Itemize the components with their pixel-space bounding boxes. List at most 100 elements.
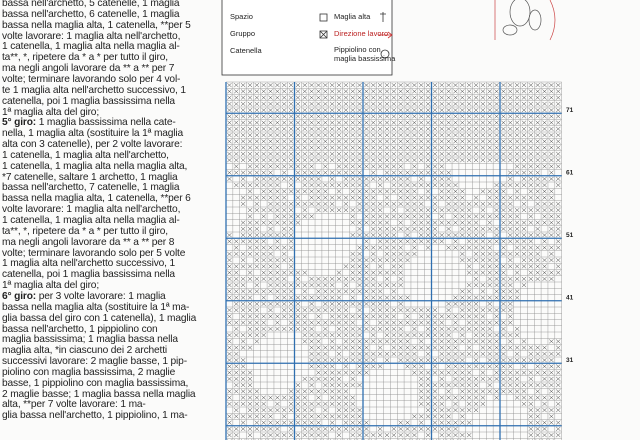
- text-line: bassa nell'archetto, 6 catenelle, 1 magl…: [2, 8, 180, 20]
- text-line: volte lavorare: 1 maglia alta nell'arche…: [2, 31, 180, 42]
- row-label: 31: [566, 357, 574, 364]
- text-line: 1 catenella, 1 maglia alta nella maglia …: [2, 215, 180, 226]
- text: glia bassa nell'archetto, 1 pippiolino, …: [2, 410, 188, 422]
- text-line: 1 catenella, 1 maglia alta nell'archetto…: [2, 150, 169, 161]
- text-line: maglia bassissima; 1 maglia bassa nella: [2, 334, 178, 345]
- text: maglia alta, *in ciascuno dei 2 archetti: [2, 345, 168, 357]
- text: *7 catenelle, saltare 1 archetto, 1 magl…: [2, 171, 178, 183]
- legend-label: Pippiolino con maglia bassissima: [334, 45, 396, 63]
- text-line: catenella, poi 1 maglia bassissima nella: [2, 269, 175, 280]
- text-line: *7 catenelle, saltare 1 archetto, 1 magl…: [2, 171, 178, 183]
- text: successivi lavorare: 2 maglie basse, 1 p…: [2, 356, 187, 368]
- text: alta con 3 catenelle), per 2 volte lavor…: [2, 139, 183, 151]
- top-right-diagram: [494, 0, 556, 41]
- legend-label: Spazio: [230, 12, 253, 21]
- text-line: 1ª maglia alta del giro;: [2, 280, 99, 291]
- round-label: 6° giro:: [2, 290, 37, 302]
- text: 2 maglie basse; 1 maglia bassa nella mag…: [2, 388, 196, 400]
- text-line: volte lavorare: 1 maglia alta nell'arche…: [2, 204, 180, 215]
- legend-box: [221, 0, 393, 76]
- text: maglia bassissima; 1 maglia bassa nella: [2, 334, 178, 346]
- text: ta**, *, ripetere da * a * per tutto il …: [2, 225, 168, 237]
- text: ma negli angoli lavorare da ** a ** per …: [2, 63, 175, 75]
- text-line: catenella, poi 1 maglia bassissima nella: [2, 96, 175, 107]
- legend-label: Direzione lavoro: [334, 29, 388, 38]
- text: bassa nella maglia alta, 1 catenella, **…: [2, 193, 191, 205]
- text-line: glia bassa nell'archetto, 1 pippiolino, …: [2, 410, 188, 422]
- text: ma negli angoli lavorare da ** a ** per …: [2, 236, 175, 248]
- text-line: bassa nell'archetto, 5 catenelle, 1 magl…: [2, 0, 180, 9]
- row-label: 61: [566, 170, 574, 177]
- text: ta**, *, ripetere da * a * per tutto il …: [2, 52, 168, 64]
- text: bassa nell'archetto, 5 catenelle, 1 magl…: [2, 0, 180, 9]
- text-line: maglia alta, *in ciascuno dei 2 archetti: [2, 345, 167, 356]
- text: 1 maglia bassissima nella cate-: [36, 117, 176, 129]
- legend-label: Catenella: [230, 46, 263, 55]
- text: bassa nell'archetto, 1 pippiolino con: [2, 323, 158, 335]
- text: volte; terminare lavorando solo per 4 vo…: [2, 73, 181, 85]
- text-line: 1ª maglia alta del giro;: [2, 107, 99, 118]
- text-line: ta**, *, ripetere da * a * per tutto il …: [2, 226, 168, 237]
- grid-lines: [226, 81, 562, 440]
- text: volte; terminare lavorando solo per 5 vo…: [2, 247, 186, 259]
- round-label: 5° giro:: [2, 117, 37, 129]
- text-line: 1 catenella, 1 maglia alta nella maglia …: [2, 41, 180, 52]
- text-line: piolino con maglia bassissima, 2 maglie: [2, 367, 175, 378]
- text-line: 1 catenella, 1 maglia alta nella maglia …: [2, 161, 187, 172]
- text-line: volte; terminare lavorando solo per 5 vo…: [2, 248, 185, 259]
- text: 1ª maglia alta del giro;: [2, 280, 100, 292]
- text-line: 2 maglie basse; 1 maglia bassa nella mag…: [2, 388, 196, 400]
- row-label: 51: [566, 232, 574, 239]
- text: catenella, poi 1 maglia bassissima nella: [2, 269, 175, 281]
- text: 1 catenella, 1 maglia alta nell'archetto…: [2, 149, 169, 161]
- text: 1 catenella, 1 maglia alta nella maglia …: [2, 215, 180, 226]
- crochet-grid: [225, 81, 562, 440]
- text: 1 catenella, 1 maglia alta nella maglia …: [2, 160, 188, 172]
- text: per 3 volte lavorare: 1 maglia: [36, 290, 166, 302]
- text: catenella, poi 1 maglia bassissima nella: [2, 95, 175, 107]
- text-line: ma negli angoli lavorare da ** a ** per …: [2, 63, 174, 74]
- text: bassa nell'archetto, 7 catenelle, 1 magl…: [2, 182, 180, 194]
- text-line: 5° giro: 1 maglia bassissima nella cate-: [2, 117, 176, 128]
- text-line: ma negli angoli lavorare da ** a ** per …: [2, 237, 174, 248]
- text-line: bassa nell'archetto, 1 pippiolino con: [2, 324, 158, 335]
- text: bassa nella maglia alta, 1 catenella, **…: [2, 19, 191, 31]
- text-line: bassa nell'archetto, 7 catenelle, 1 magl…: [2, 182, 180, 194]
- text-line: bassa nella maglia alta, 1 catenella, **…: [2, 193, 191, 204]
- legend-label: Gruppo: [230, 29, 255, 38]
- text: piolino con maglia bassissima, 2 maglie: [2, 366, 176, 378]
- text-line: te 1 maglia alta nell'archetto successiv…: [2, 85, 186, 96]
- text-line: nella, 1 maglia alta (sostituire la 1ª m…: [2, 128, 183, 139]
- text-line: successivi lavorare: 2 maglie basse, 1 p…: [2, 356, 187, 367]
- text: glia bassa del giro con 1 catenella), 1 …: [2, 312, 197, 324]
- text-line: ta**, *, ripetere da * a * per tutto il …: [2, 52, 168, 63]
- text: 1 maglia alta nell'archetto successivo, …: [2, 258, 176, 270]
- text-line: bassa nella maglia alta (sostituire la 1…: [2, 302, 189, 313]
- text: 1ª maglia alta del giro;: [2, 106, 100, 118]
- text-line: glia bassa del giro con 1 catenella), 1 …: [2, 313, 196, 324]
- text-line: bassa nella maglia alta, 1 catenella, **…: [2, 20, 191, 31]
- legend-symbols: [319, 12, 393, 59]
- text: volte lavorare: 1 maglia alta nell'arche…: [2, 30, 181, 42]
- text-line: basse, 1 pippiolino con maglia bassissim…: [2, 378, 188, 389]
- grid-major-lines: [225, 82, 562, 440]
- text: alta, **per 7 volte lavorare: 1 ma-: [2, 399, 146, 411]
- text: volte lavorare: 1 maglia alta nell'arche…: [2, 204, 181, 216]
- row-label: 41: [566, 295, 574, 302]
- text-line: volte; terminare lavorando solo per 4 vo…: [2, 74, 180, 85]
- legend-label: Maglia alta: [334, 12, 371, 21]
- text: basse, 1 pippiolino con maglia bassissim…: [2, 377, 189, 389]
- text-line: 6° giro: per 3 volte lavorare: 1 maglia: [2, 291, 166, 302]
- text-line: alta con 3 catenelle), per 2 volte lavor…: [2, 139, 182, 150]
- text: bassa nella maglia alta (sostituire la 1…: [2, 301, 190, 313]
- row-label: 71: [566, 107, 574, 114]
- text: 1 catenella, 1 maglia alta nella maglia …: [2, 41, 180, 53]
- text: bassa nell'archetto, 6 catenelle, 1 magl…: [2, 8, 180, 20]
- text: nella, 1 maglia alta (sostituire la 1ª m…: [2, 128, 184, 140]
- text: te 1 maglia alta nell'archetto successiv…: [2, 84, 186, 96]
- text-line: 1 maglia alta nell'archetto successivo, …: [2, 258, 175, 269]
- cell-marks: [227, 83, 561, 440]
- text-line: alta, **per 7 volte lavorare: 1 ma-: [2, 399, 146, 410]
